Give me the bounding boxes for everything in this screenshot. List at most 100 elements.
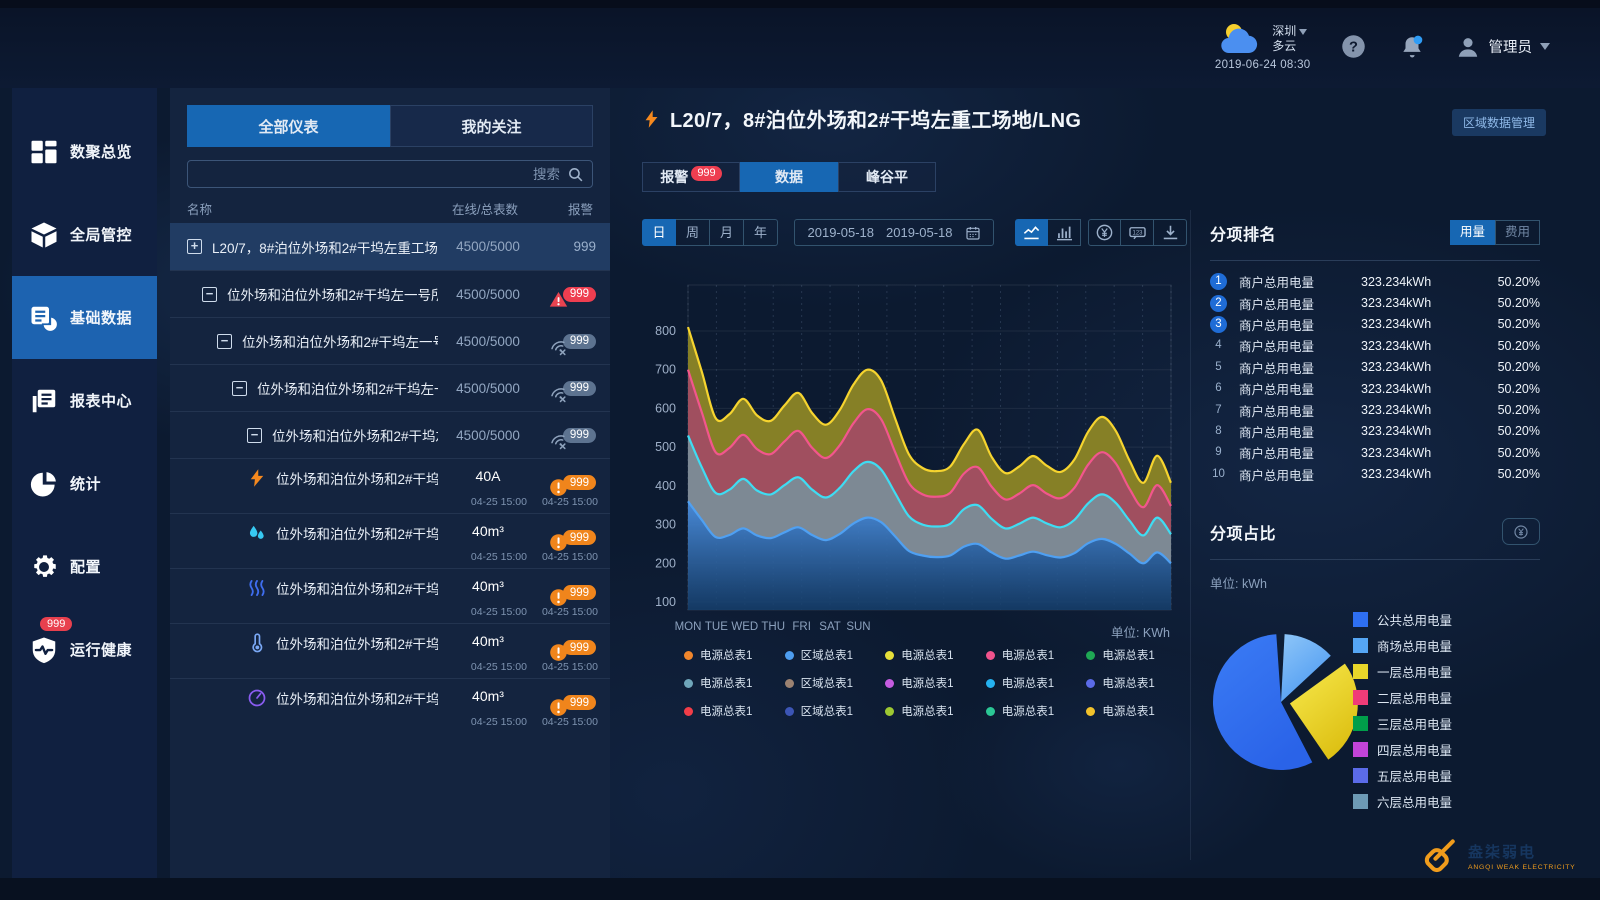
alert-circle-icon <box>549 478 568 497</box>
wifi-off-icon <box>549 337 568 356</box>
meter-row[interactable]: 位外场和泊位外场和2#干坞左一号所… 40m³ 999 04-25 15:0004-2… <box>170 623 610 678</box>
legend-item[interactable]: 电源总表1 <box>885 645 986 665</box>
collapse-icon[interactable]: − <box>202 286 217 302</box>
period-button[interactable]: 年 <box>744 219 778 246</box>
topbar-date: 2019-06-24 <box>1214 59 1277 71</box>
legend-item[interactable]: 区域总表1 <box>784 701 886 721</box>
meter-row[interactable]: + L20/7，8#泊位外场和2#干坞左重工场地/LNG 4500/5000 999 <box>170 223 610 270</box>
sidebar-item[interactable]: 运行健康 999 <box>12 608 157 691</box>
legend-item[interactable]: 电源总表1 <box>985 673 1087 693</box>
legend-item[interactable]: 区域总表1 <box>784 673 886 693</box>
pie-legend-item[interactable]: 商场总用电量 <box>1353 632 1452 658</box>
collapse-icon[interactable]: − <box>217 333 232 349</box>
pie-legend-item[interactable]: 六层总用电量 <box>1353 788 1452 814</box>
legend-label: 区域总表1 <box>800 650 853 662</box>
legend-item[interactable]: 区域总表1 <box>784 645 886 665</box>
line-chart-button[interactable] <box>1015 219 1048 246</box>
meter-name: 位外场和泊位外场和2#干坞左一号所… <box>276 582 438 597</box>
sidebar-item-label: 统计 <box>70 476 102 493</box>
legend-dot <box>784 678 794 688</box>
region-data-manage-button[interactable]: 区域数据管理 <box>1452 109 1547 136</box>
legend-item[interactable]: 电源总表1 <box>885 701 986 721</box>
pie-legend-swatch <box>1353 741 1368 757</box>
meter-tab[interactable]: 全部仪表 <box>187 105 390 147</box>
collapse-icon[interactable]: − <box>247 427 262 443</box>
legend-item[interactable]: 电源总表1 <box>684 673 785 693</box>
legend-item[interactable]: 电源总表1 <box>684 645 785 665</box>
meter-value: 40m³ <box>472 523 504 539</box>
legend-item[interactable]: 电源总表1 <box>985 645 1087 665</box>
pie-legend-swatch <box>1353 767 1368 783</box>
legend-label: 电源总表1 <box>901 650 954 662</box>
meter-tab[interactable]: 我的关注 <box>390 105 593 147</box>
weather-icon <box>1218 22 1262 56</box>
legend-item[interactable]: 电源总表1 <box>1086 645 1187 665</box>
expand-icon[interactable]: + <box>187 239 202 254</box>
date-range-picker[interactable]: 2019-05-18 2019-05-18 <box>794 219 994 246</box>
period-selector: 日周月年 <box>642 219 778 246</box>
pie-legend-label: 公共总用电量 <box>1377 613 1453 628</box>
legend-item[interactable]: 电源总表1 <box>1086 673 1187 693</box>
meter-row[interactable]: −位外场和泊位外场和2#干坞左一号所… 4500/5000 999 <box>170 411 610 458</box>
cost-toggle-button[interactable] <box>1502 518 1540 545</box>
pie-legend-item[interactable]: 五层总用电量 <box>1353 762 1452 788</box>
pie-legend-item[interactable]: 二层总用电量 <box>1353 684 1452 710</box>
meter-row[interactable]: −位外场和泊位外场和2#干坞左一号所重工… 4500/5000 999 <box>170 317 610 364</box>
legend-item[interactable]: 电源总表1 <box>684 701 785 721</box>
sidebar-item[interactable]: 全局管控 <box>12 193 157 276</box>
alarm-count-badge: 999 <box>562 286 596 302</box>
weather-city[interactable]: 深圳 <box>1272 24 1297 38</box>
legend-dot <box>684 706 693 716</box>
period-button[interactable]: 日 <box>642 219 676 246</box>
ranking-rows: 1 商户总用电量 323.234kWh 50.20% 2 商户总用电量 323.234kWh… <box>1210 271 1540 485</box>
pie-legend-item[interactable]: 四层总用电量 <box>1353 736 1452 762</box>
meter-row[interactable]: 位外场和泊位外场和2#干坞左一号所… 40A 999 04-25 15:0004-25… <box>170 458 610 513</box>
sidebar-item[interactable]: 基础数据 <box>12 276 157 359</box>
rank-value: 323.234kWh <box>1361 445 1432 460</box>
user-menu[interactable]: 管理员 <box>1455 34 1550 60</box>
collapse-icon[interactable]: − <box>232 380 247 396</box>
numbers-button[interactable]: 123 <box>1121 219 1154 246</box>
meter-row[interactable]: −位外场和泊位外场和2#干坞左一号所日… 4500/5000 999 <box>170 364 610 411</box>
search-icon[interactable] <box>567 166 584 183</box>
meter-alarm: 999 <box>538 280 596 309</box>
meter-row[interactable]: 位外场和泊位外场和2#干坞左一号所… 40m³ 999 04-25 15:0004-2… <box>170 513 610 568</box>
detail-tab[interactable]: 数据 <box>740 162 838 192</box>
legend-item[interactable]: 电源总表1 <box>985 701 1087 721</box>
meter-row[interactable]: 位外场和泊位外场和2#干坞左一号所… 40m³ 999 04-25 15:0004-2… <box>170 678 610 733</box>
yen-button[interactable] <box>1088 219 1121 246</box>
rank-name: 商户总用电量 <box>1239 276 1315 291</box>
period-button[interactable]: 月 <box>710 219 744 246</box>
detail-tab[interactable]: 峰谷平 <box>838 162 936 192</box>
legend-item[interactable]: 电源总表1 <box>1086 701 1187 721</box>
legend-label: 区域总表1 <box>800 678 853 690</box>
meter-value: 40m³ <box>472 633 504 649</box>
download-button[interactable] <box>1154 219 1187 246</box>
detail-tab[interactable]: 报警 999 <box>642 162 740 192</box>
meter-alarm: 999 <box>538 238 596 256</box>
period-button[interactable]: 周 <box>676 219 710 246</box>
notifications-button[interactable] <box>1397 32 1427 62</box>
search-input[interactable] <box>188 161 592 187</box>
rank-value: 323.234kWh <box>1361 424 1432 439</box>
sidebar-item[interactable]: 报表中心 <box>12 359 157 442</box>
detail-tabs: 报警 999 数据 峰谷平 <box>642 162 936 192</box>
help-button[interactable]: ? <box>1339 32 1369 62</box>
pie-legend-item[interactable]: 一层总用电量 <box>1353 658 1452 684</box>
ranking-toggle-button[interactable]: 费用 <box>1495 220 1540 245</box>
legend-label: 电源总表1 <box>1102 678 1155 690</box>
ranking-toggle-button[interactable]: 用量 <box>1450 220 1495 245</box>
alarm-count-badge: 999 <box>573 239 596 254</box>
pie-legend-item[interactable]: 公共总用电量 <box>1353 606 1452 632</box>
sidebar-item[interactable]: 数聚总览 <box>12 110 157 193</box>
bar-chart-button[interactable] <box>1048 219 1081 246</box>
sidebar-item[interactable]: 统计 <box>12 442 157 525</box>
meter-row[interactable]: 位外场和泊位外场和2#干坞左一号所… 40m³ 999 04-25 15:0004-2… <box>170 568 610 623</box>
svg-text:300: 300 <box>655 518 676 532</box>
sidebar-item[interactable]: 配置 <box>12 525 157 608</box>
ranking-row: 1 商户总用电量 323.234kWh 50.20% <box>1210 271 1540 292</box>
weather-widget[interactable]: 深圳 多云 2019-06-24 08:30 <box>1215 22 1311 71</box>
pie-legend-item[interactable]: 三层总用电量 <box>1353 710 1452 736</box>
legend-item[interactable]: 电源总表1 <box>885 673 986 693</box>
meter-row[interactable]: −位外场和泊位外场和2#干坞左一号所重工场… 4500/5000 999 <box>170 270 610 317</box>
